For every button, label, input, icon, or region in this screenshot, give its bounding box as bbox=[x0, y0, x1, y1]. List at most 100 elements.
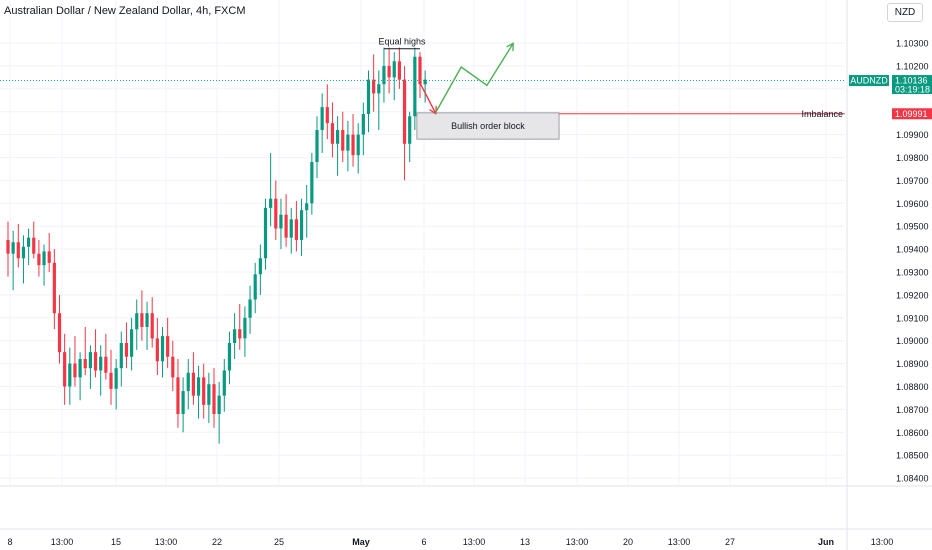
candle-body bbox=[83, 359, 87, 369]
candle bbox=[52, 249, 56, 330]
drawing-overlays: Bullish order block Imbalance Equal highs bbox=[0, 37, 845, 140]
price-tick-label: 1.09700 bbox=[896, 176, 929, 186]
candle-body bbox=[274, 198, 278, 229]
price-tick-label: 1.08400 bbox=[896, 474, 929, 484]
symbol-title[interactable]: Australian Dollar / New Zealand Dollar, … bbox=[4, 5, 246, 17]
candle-body bbox=[377, 84, 381, 94]
time-tick-label: 25 bbox=[274, 537, 284, 547]
candle bbox=[253, 262, 257, 314]
price-tick-label: 1.10300 bbox=[896, 39, 929, 49]
candle bbox=[222, 359, 226, 412]
candle bbox=[104, 333, 108, 380]
candle bbox=[351, 113, 355, 167]
candle-body bbox=[299, 210, 304, 240]
candle-body bbox=[310, 162, 314, 204]
candle-body bbox=[57, 313, 62, 353]
candle bbox=[109, 349, 113, 405]
candle-body bbox=[6, 239, 10, 254]
candle bbox=[325, 84, 329, 140]
candle-body bbox=[207, 384, 211, 405]
candle-body bbox=[361, 113, 365, 135]
candle bbox=[196, 365, 201, 419]
candle bbox=[330, 102, 335, 158]
candle bbox=[336, 116, 340, 176]
candle bbox=[140, 290, 144, 341]
imbalance-price-value: 1.09991 bbox=[895, 109, 928, 119]
time-tick-label: 6 bbox=[421, 537, 426, 547]
candle bbox=[413, 47, 417, 131]
candle-body bbox=[196, 377, 201, 396]
bullish-projection-arrow bbox=[434, 44, 512, 114]
price-tick-label: 1.09400 bbox=[896, 245, 929, 255]
candle-body bbox=[248, 299, 252, 318]
candle-body bbox=[233, 329, 237, 343]
candle bbox=[217, 381, 221, 444]
symbol-tag-label: AUDNZD bbox=[850, 76, 888, 86]
price-tick-label: 1.10200 bbox=[896, 61, 929, 71]
time-tick-label: 13:00 bbox=[566, 537, 589, 547]
price-tick-label: 1.08900 bbox=[896, 359, 929, 369]
candle-body bbox=[130, 329, 134, 357]
candle-body bbox=[269, 198, 273, 208]
candle bbox=[269, 152, 273, 227]
equal-highs-label: Equal highs bbox=[378, 37, 426, 47]
candle bbox=[315, 116, 319, 179]
candle-body bbox=[27, 237, 31, 247]
candle-body bbox=[78, 359, 82, 378]
candle bbox=[93, 329, 98, 378]
bullish-order-block-label: Bullish order block bbox=[451, 121, 525, 131]
time-tick-label: 13:00 bbox=[463, 537, 486, 547]
candle-body bbox=[418, 56, 422, 85]
candle-body bbox=[73, 363, 77, 378]
candle bbox=[119, 331, 123, 387]
time-axis[interactable]: 8 13:00 15 13:00 22 25 May 6 13:00 13 13:00 20 13:00… bbox=[7, 537, 893, 547]
candle-body bbox=[32, 237, 36, 254]
candle bbox=[423, 70, 427, 103]
candle-body bbox=[330, 123, 335, 144]
candle-body bbox=[63, 352, 67, 387]
candle bbox=[366, 70, 371, 133]
candle bbox=[207, 372, 211, 424]
imbalance-price-tag: 1.09991 bbox=[892, 108, 932, 120]
candle-body bbox=[124, 342, 129, 357]
candle-body bbox=[42, 251, 46, 266]
candle-body bbox=[52, 262, 56, 314]
time-tick-label: 13:00 bbox=[155, 537, 178, 547]
candle-body bbox=[341, 130, 345, 151]
candle bbox=[27, 228, 31, 266]
candle bbox=[392, 52, 396, 101]
currency-button[interactable]: NZD bbox=[887, 3, 923, 22]
candle-body bbox=[109, 372, 113, 389]
candle-body bbox=[114, 368, 118, 389]
candle bbox=[397, 47, 401, 89]
candle-body bbox=[423, 79, 427, 85]
bearish-move-arrow bbox=[419, 82, 435, 113]
candle-body bbox=[93, 352, 98, 371]
candle-body bbox=[289, 219, 293, 238]
price-tick-label: 1.08800 bbox=[896, 382, 929, 392]
candle bbox=[155, 317, 159, 376]
candle-body bbox=[279, 214, 283, 229]
candle-body bbox=[212, 384, 216, 414]
candle bbox=[387, 47, 391, 94]
candle-body bbox=[238, 329, 242, 339]
price-tick-label: 1.09800 bbox=[896, 153, 929, 163]
candle-body bbox=[408, 116, 412, 144]
candle-body bbox=[140, 313, 144, 327]
candle-body bbox=[21, 246, 26, 259]
candle-body bbox=[135, 313, 139, 330]
candle bbox=[145, 301, 149, 350]
candle bbox=[166, 317, 170, 369]
candle bbox=[289, 207, 293, 254]
time-tick-label: 20 bbox=[623, 537, 633, 547]
candle bbox=[320, 93, 324, 153]
price-axis[interactable]: 1.103001.102001.101001.100001.099001.098… bbox=[896, 39, 929, 484]
price-tick-label: 1.09200 bbox=[896, 290, 929, 300]
candle-body bbox=[397, 61, 401, 80]
candle bbox=[299, 198, 304, 256]
current-price-value: 1.10136 bbox=[895, 76, 928, 86]
candle bbox=[202, 363, 206, 419]
